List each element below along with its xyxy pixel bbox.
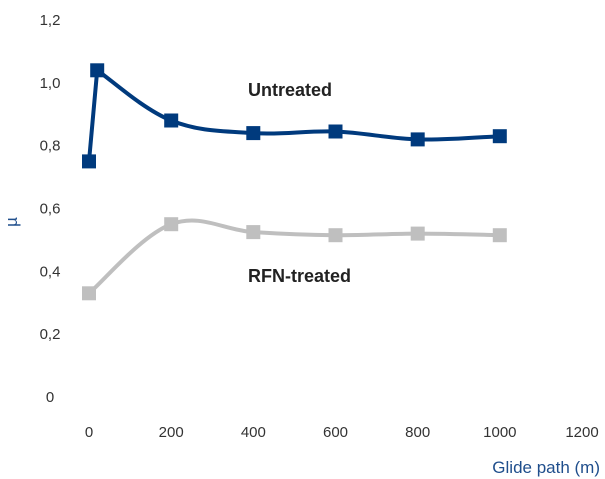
data-point <box>82 286 96 301</box>
data-point <box>410 132 425 147</box>
data-point <box>90 63 105 78</box>
y-axis-title: µ <box>2 217 21 227</box>
series-label: RFN-treated <box>248 266 351 286</box>
x-tick-label: 0 <box>85 424 93 441</box>
data-point <box>410 226 425 241</box>
y-tick-label: 0,2 <box>40 326 61 343</box>
x-tick-label: 1000 <box>483 424 516 441</box>
x-tick-label: 1200 <box>565 424 598 441</box>
y-tick-label: 0,6 <box>40 201 61 218</box>
series-line-1 <box>87 218 502 296</box>
y-tick-label: 0,4 <box>40 263 61 280</box>
data-point <box>328 228 343 243</box>
series-line-0 <box>87 68 502 164</box>
data-point <box>492 129 507 144</box>
y-tick-label: 0,8 <box>40 138 61 155</box>
data-point <box>164 113 179 128</box>
x-tick-label: 800 <box>405 424 430 441</box>
series-markers <box>82 63 507 301</box>
series-lines <box>87 68 502 296</box>
y-axis-ticks: 0 0,2 0,4 0,6 0,8 1,0 1,2 <box>40 12 61 406</box>
data-point <box>246 225 261 240</box>
data-point <box>164 217 179 232</box>
data-point <box>246 126 261 141</box>
x-tick-label: 400 <box>241 424 266 441</box>
series-labels: Untreated RFN-treated <box>248 80 351 286</box>
y-tick-label: 1,2 <box>40 12 61 29</box>
series-label: Untreated <box>248 80 332 100</box>
y-tick-label: 0 <box>46 389 54 406</box>
data-point <box>82 154 96 169</box>
x-tick-label: 600 <box>323 424 348 441</box>
data-point <box>328 124 343 139</box>
data-point <box>492 228 507 243</box>
x-axis-title: Glide path (m) <box>492 458 600 477</box>
y-tick-label: 1,0 <box>40 75 61 92</box>
x-axis-ticks: 0 200 400 600 800 1000 1200 <box>85 424 599 441</box>
x-tick-label: 200 <box>159 424 184 441</box>
